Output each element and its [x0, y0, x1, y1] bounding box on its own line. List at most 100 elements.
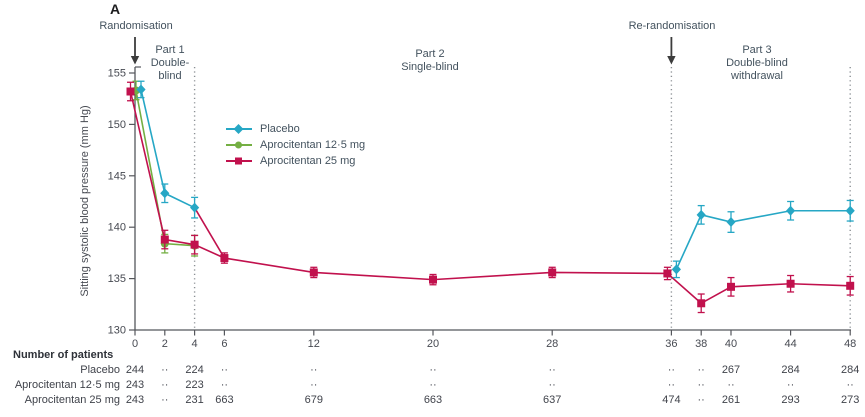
patient-count-cell: ·· — [161, 379, 169, 392]
data-point-diamond — [160, 188, 170, 199]
x-tick-label: 44 — [784, 338, 796, 350]
x-tick-label: 40 — [725, 338, 737, 350]
legend-label: Aprocitentan 25 mg — [260, 155, 356, 167]
data-point-diamond — [786, 205, 796, 216]
x-tick-label: 0 — [132, 338, 138, 350]
data-point-diamond — [726, 217, 736, 228]
patient-count-cell: ·· — [667, 379, 676, 392]
legend-label: Aprocitentan 12·5 mg — [260, 139, 366, 151]
patient-count-cell: ·· — [697, 364, 705, 376]
data-point-diamond — [136, 84, 146, 95]
patient-count-cell: ·· — [548, 379, 556, 392]
patient-count-cell: ·· — [697, 394, 705, 407]
patient-count-cell: 273 — [841, 394, 860, 407]
patient-count-cell: 244 — [125, 364, 145, 376]
legend-item-aprocitentan-25: Aprocitentan 25 mg — [226, 153, 365, 169]
panel-label: A — [110, 1, 121, 17]
switch-to-25mg-line — [193, 207, 226, 259]
y-tick-label: 140 — [108, 222, 126, 234]
y-tick-label: 135 — [108, 273, 126, 285]
legend-label: Placebo — [260, 123, 300, 135]
patient-count-cell: 243 — [125, 394, 145, 407]
patient-count-cell: ·· — [161, 394, 169, 407]
patient-count-cell: ·· — [220, 379, 229, 392]
data-point-square — [160, 235, 169, 244]
part2-single-blind-label: Part 2 Single-blind — [401, 48, 459, 73]
patients-table-title: Number of patients — [13, 349, 114, 361]
patient-count-cell: ·· — [310, 364, 318, 376]
y-tick-label: 150 — [108, 119, 126, 131]
y-tick-label: 130 — [108, 325, 126, 337]
patient-count-cell: ·· — [220, 364, 229, 376]
patient-count-cell: 261 — [721, 394, 741, 407]
patient-count-cell: ·· — [310, 379, 318, 392]
x-tick-label: 38 — [695, 338, 707, 350]
data-point-square — [786, 279, 795, 288]
data-point-square — [190, 240, 199, 249]
y-tick-label: 145 — [108, 170, 126, 182]
x-tick-label: 28 — [546, 338, 558, 350]
data-point-diamond — [845, 205, 855, 216]
data-point-square — [548, 268, 557, 277]
patient-count-cell: ·· — [429, 379, 437, 392]
down-arrow-head-icon — [130, 56, 140, 65]
re-randomisation-label: Re-randomisation — [628, 20, 716, 32]
legend-item-aprocitentan-12-5: Aprocitentan 12·5 mg — [226, 137, 365, 153]
legend-circle-icon — [235, 141, 242, 149]
patient-count-cell: 224 — [185, 364, 204, 376]
legend-square-icon — [235, 157, 242, 165]
part1-double-blind-label: Part 1 Double- blind — [150, 44, 190, 82]
series-line — [675, 209, 851, 270]
data-point-square — [663, 269, 672, 278]
x-tick-label: 36 — [665, 338, 677, 350]
patient-count-cell: 293 — [781, 394, 800, 407]
x-tick-label: 2 — [162, 338, 168, 350]
patient-count-cell: ·· — [548, 364, 556, 376]
x-tick-label: 20 — [427, 338, 439, 350]
patient-count-cell: ·· — [697, 379, 705, 392]
row-label-aprocitentan-25: Aprocitentan 25 mg — [24, 394, 120, 407]
series-line — [140, 89, 195, 209]
row-label-aprocitentan-12-5: Aprocitentan 12·5 mg — [14, 379, 120, 392]
data-point-diamond — [696, 209, 706, 220]
y-tick-label: 155 — [108, 68, 126, 80]
data-point-square — [727, 282, 735, 291]
patient-count-cell: 663 — [423, 394, 443, 407]
down-arrow-head-icon — [667, 56, 676, 65]
data-point-square — [429, 275, 437, 284]
patient-count-cell: 679 — [304, 394, 323, 407]
series-line — [129, 91, 851, 305]
x-tick-label: 6 — [221, 338, 227, 350]
series-line — [135, 90, 195, 247]
data-point-diamond — [671, 264, 681, 275]
data-point-square — [220, 254, 229, 263]
patient-count-cell: 231 — [185, 394, 204, 407]
patients-table-values: 244 ·· 224 ·· ·· ·· ·· ·· ·· 267 284 284 243 ·· 223 ·· ·… — [0, 363, 865, 413]
data-point-square — [126, 87, 135, 96]
x-tick-label: 48 — [844, 338, 856, 350]
y-axis-title: Sitting systolic blood pressure (mm Hg) — [79, 105, 91, 297]
patient-count-cell: ·· — [727, 379, 735, 392]
x-tick-label: 12 — [308, 338, 320, 350]
data-point-square — [697, 299, 706, 308]
legend-item-placebo: Placebo — [226, 121, 365, 137]
data-point-square — [309, 268, 318, 277]
patient-count-cell: 284 — [841, 364, 860, 376]
legend: Placebo Aprocitentan 12·5 mg Aprocitenta… — [226, 121, 365, 169]
data-point-diamond — [190, 202, 200, 213]
patient-count-cell: 663 — [215, 394, 234, 407]
randomisation-label: Randomisation — [99, 20, 173, 32]
patient-count-cell: 267 — [721, 364, 741, 376]
data-point-square — [846, 281, 855, 290]
patient-count-cell: 474 — [662, 394, 681, 407]
legend-diamond-icon — [233, 124, 244, 134]
part3-withdrawal-label: Part 3 Double-blind withdrawal — [726, 44, 788, 82]
row-label-placebo: Placebo — [80, 364, 120, 376]
patient-count-cell: 637 — [543, 394, 562, 407]
patients-table-row-labels: Placebo Aprocitentan 12·5 mg Aprocitenta… — [0, 363, 120, 409]
patient-count-cell: ·· — [429, 364, 437, 376]
patient-count-cell: 284 — [781, 364, 800, 376]
x-tick-label: 4 — [192, 338, 198, 350]
patient-count-cell: 243 — [125, 379, 145, 392]
